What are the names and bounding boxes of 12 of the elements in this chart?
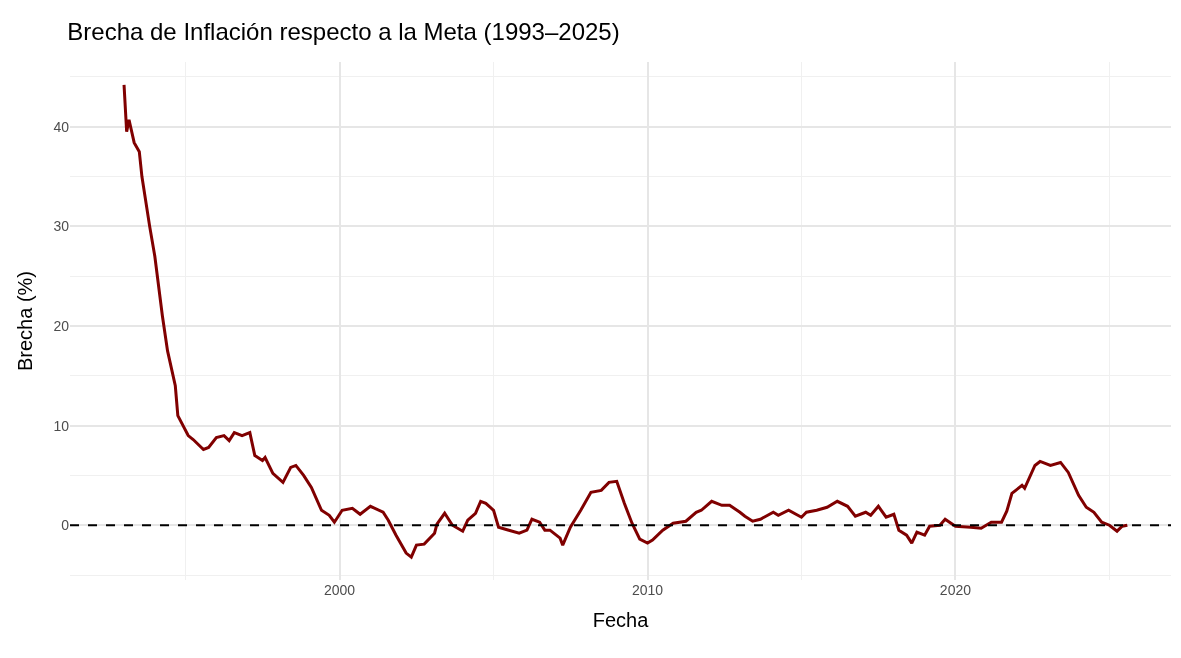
line-series — [122, 83, 1129, 559]
y-tick-label: 40 — [53, 118, 70, 135]
y-tick-label: 0 — [61, 517, 70, 534]
x-axis-title: Fecha — [592, 608, 650, 631]
y-tick-label: 30 — [53, 218, 70, 235]
chart-title: Brecha de Inflación respecto a la Meta (1993–2025) — [67, 17, 620, 45]
y-axis-title: Brecha (%) — [13, 270, 36, 372]
x-tick-label: 2000 — [323, 582, 356, 598]
x-tick-label: 2020 — [939, 582, 972, 598]
y-tick-label: 10 — [53, 417, 70, 434]
x-tick-label: 2010 — [631, 582, 664, 598]
y-tick-label: 20 — [53, 317, 70, 334]
